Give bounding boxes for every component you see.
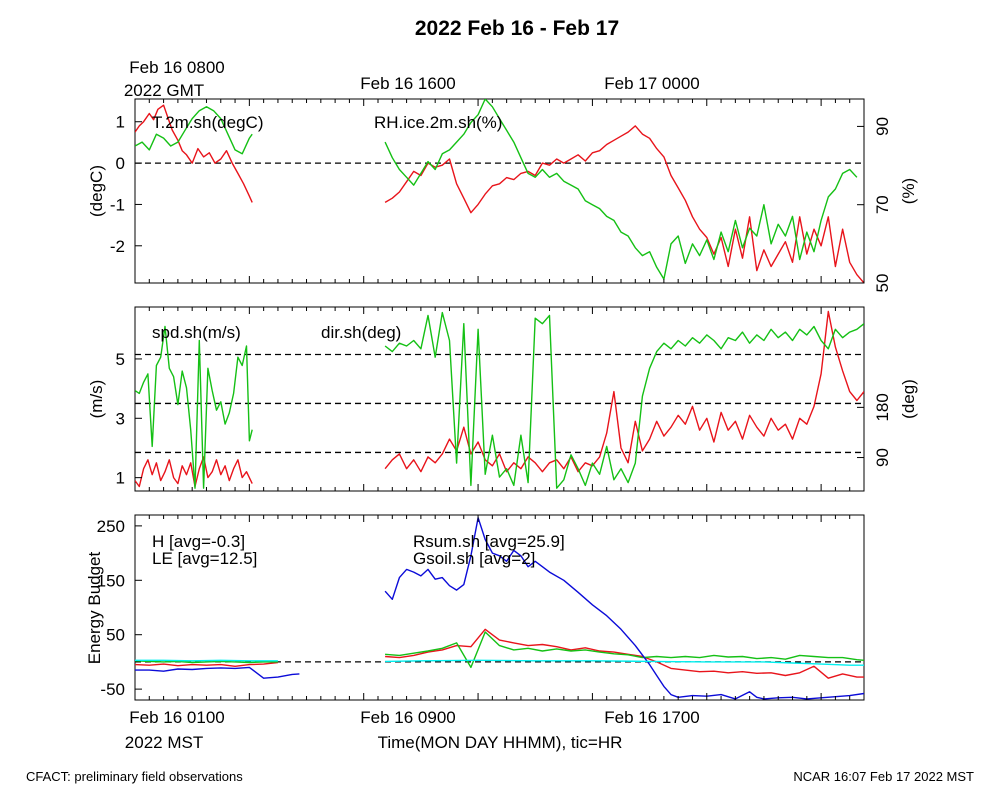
x-axis-label: Time(MON DAY HHMM), tic=HR <box>378 733 623 752</box>
y-tick-label: 50 <box>106 626 125 645</box>
y2-tick-label: 70 <box>873 195 892 214</box>
y-tick-label: -50 <box>100 680 125 699</box>
energy-budget-panel: -50 50 150 250 H [avg=-0.3] LE [avg=12.5] R… <box>85 514 865 701</box>
series-line-dir-sh-deg <box>384 311 864 489</box>
y-tick-label: 1 <box>116 113 125 132</box>
y-tick-label: -2 <box>110 237 125 256</box>
legend-le: LE [avg=12.5] <box>152 549 257 568</box>
y-tick-label: 150 <box>97 571 125 590</box>
bottom-time-label-1: Feb 16 0100 <box>129 708 224 727</box>
y-axis-label-ms: (m/s) <box>87 380 106 419</box>
legend-t2m: T.2m.sh(degC) <box>152 113 263 132</box>
y-tick-label: 1 <box>116 469 125 488</box>
y-axis-label-energy: Energy Budget <box>85 551 104 664</box>
series-line-spd-sh-m-s <box>135 456 253 488</box>
top-time-label-2: Feb 16 1600 <box>360 74 455 93</box>
y-tick-label: 5 <box>116 350 125 369</box>
series-line-h <box>385 628 864 679</box>
top-time-label-3: Feb 17 0000 <box>604 74 699 93</box>
y-tick-label: -1 <box>110 195 125 214</box>
panel-frame <box>134 514 865 701</box>
y-tick-label: 3 <box>116 409 125 428</box>
wind-panel: 1 3 5 90 180 spd.sh(m/s) dir.sh(deg) (m/s) (… <box>87 306 918 492</box>
series-line-h <box>135 661 278 667</box>
series-line-le <box>135 660 278 664</box>
series-line-gsoil-sh <box>135 659 278 662</box>
legend-gsoil: Gsoil.sh [avg=2] <box>413 549 535 568</box>
footer-right: NCAR 16:07 Feb 17 2022 MST <box>793 769 974 784</box>
panel-frame <box>134 306 865 492</box>
series-line-spd-sh-m-s <box>384 310 864 473</box>
top-time-label-1: Feb 16 0800 <box>129 58 224 77</box>
y2-tick-label: 90 <box>873 448 892 467</box>
y2-tick-label: 50 <box>873 274 892 293</box>
series-line-rh-ice-2m-sh <box>384 99 858 280</box>
series-line-rsum-sh <box>135 666 300 679</box>
legend-h: H [avg=-0.3] <box>152 532 245 551</box>
y-tick-label: 0 <box>116 154 125 173</box>
bottom-zone-label: 2022 MST <box>125 733 203 752</box>
y2-axis-label-percent: (%) <box>899 178 918 204</box>
series-line-dir-sh-deg <box>135 325 253 489</box>
bottom-time-label-2: Feb 16 0900 <box>360 708 455 727</box>
series-line-rsum-sh <box>384 517 864 700</box>
bottom-time-label-3: Feb 16 1700 <box>604 708 699 727</box>
y2-axis-label-deg: (deg) <box>899 379 918 419</box>
top-zone-label: 2022 GMT <box>124 81 204 100</box>
legend-rh: RH.ice.2m.sh(%) <box>374 113 502 132</box>
y2-tick-label: 90 <box>873 117 892 136</box>
legend-rsum: Rsum.sh [avg=25.9] <box>413 532 565 551</box>
y-axis-label-degc: (degC) <box>87 165 106 217</box>
temperature-humidity-panel: -2 -1 0 1 50 70 90 T.2m.sh(degC) RH.ice.2m.sh(… <box>87 98 918 293</box>
legend-dir: dir.sh(deg) <box>321 323 401 342</box>
y2-tick-label: 180 <box>873 393 892 421</box>
footer-left: CFACT: preliminary field observations <box>26 769 243 784</box>
chart-title: 2022 Feb 16 - Feb 17 <box>415 17 619 40</box>
series-line-le <box>385 631 864 669</box>
y-tick-label: 250 <box>97 517 125 536</box>
series-line-gsoil-sh <box>385 659 864 666</box>
panel-frame <box>134 98 865 284</box>
legend-spd: spd.sh(m/s) <box>152 323 241 342</box>
series-line-t-2m-sh-degc <box>135 104 253 203</box>
series-line-rh-ice-2m-sh <box>135 106 253 155</box>
series-line-t-2m-sh-degc <box>384 125 864 283</box>
